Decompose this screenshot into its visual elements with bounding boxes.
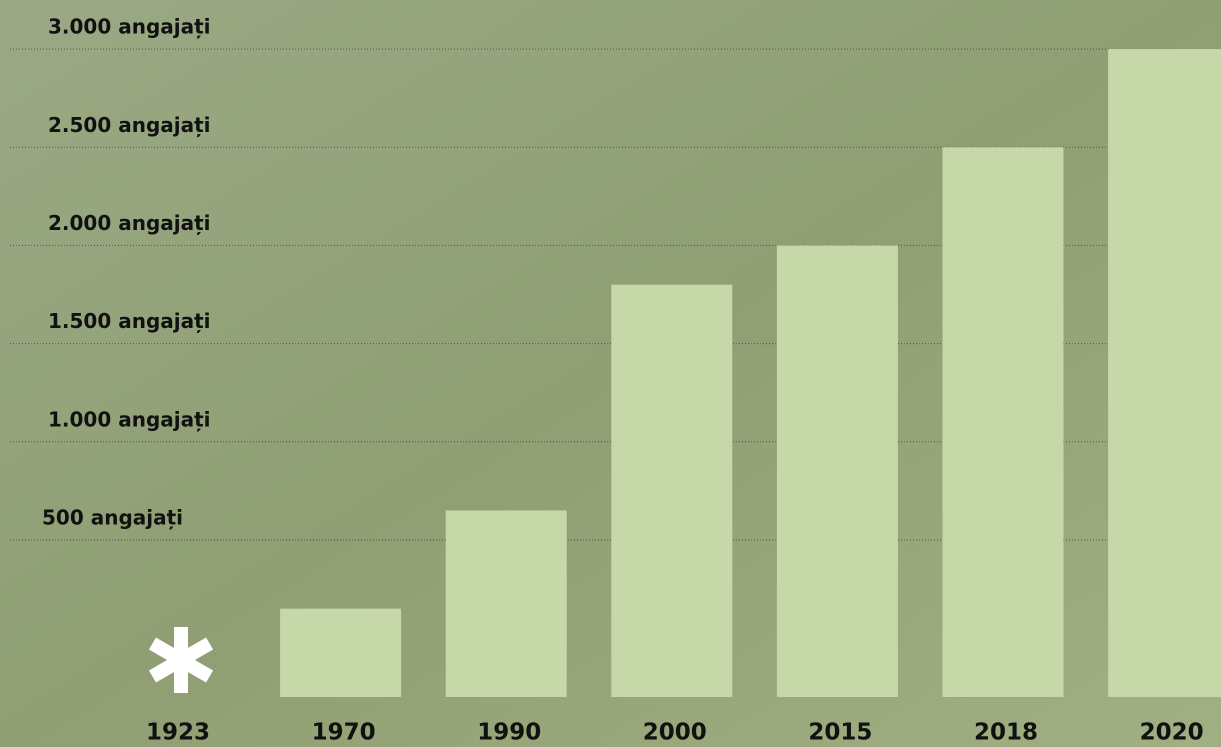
x-tick-label: 1990 [477, 720, 541, 746]
bar [280, 609, 401, 697]
bar [446, 510, 567, 697]
y-tick-label: 500 angajați [42, 505, 183, 529]
bar [1108, 49, 1221, 697]
y-tick-label: 1.000 angajați [48, 407, 211, 431]
bar [943, 147, 1064, 697]
y-tick-label: 2.000 angajați [48, 211, 211, 235]
x-tick-label: 2000 [643, 720, 707, 746]
x-tick-label: 2018 [974, 720, 1038, 746]
bar [611, 285, 732, 697]
x-tick-label: 1970 [312, 720, 376, 746]
x-tick-label: 2020 [1140, 720, 1204, 746]
y-tick-label: 3.000 angajați [48, 15, 211, 39]
y-tick-label: 1.500 angajați [48, 309, 211, 333]
y-tick-label: 2.500 angajați [48, 113, 211, 137]
chart: 500 angajați 1.000 angajați 1.500 angajați… [0, 0, 1221, 747]
bar [777, 245, 898, 697]
x-tick-label: 2015 [808, 720, 872, 746]
x-tick-label: 1923 [146, 720, 210, 746]
